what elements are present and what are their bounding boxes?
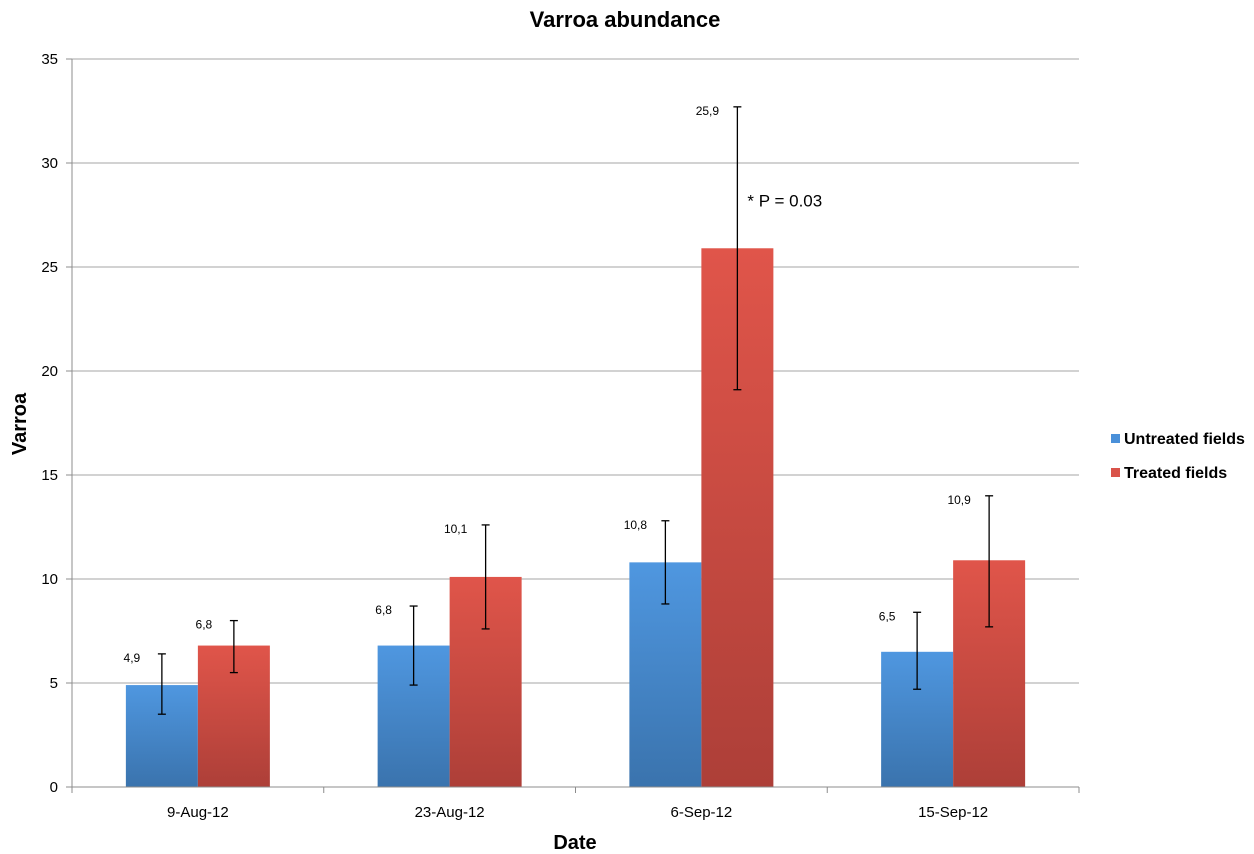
legend-label: Untreated fields: [1124, 431, 1245, 448]
error-bars: [157, 106, 994, 715]
legend-swatch-untreated-fields: [1111, 434, 1120, 443]
data-label: 6,8: [196, 618, 213, 632]
y-tick-label: 5: [50, 675, 58, 692]
bars: [125, 248, 1026, 787]
x-tick-label: 6-Sep-12: [671, 804, 733, 821]
chart-title: Varroa abundance: [530, 7, 721, 32]
gridlines: [72, 58, 1079, 684]
x-tick-label: 23-Aug-12: [415, 804, 485, 821]
data-label: 4,9: [124, 651, 141, 665]
x-tick-label: 9-Aug-12: [167, 804, 229, 821]
y-tick-label: 35: [41, 51, 58, 68]
axes: 0 5 10 15 20 25 30 35 9-Aug-12 23-Aug-12 6-Sep-12 1…: [41, 51, 1080, 821]
data-label: 10,9: [947, 493, 971, 507]
x-axis-label: Date: [553, 832, 596, 854]
y-axis-label: Varroa: [9, 392, 31, 455]
x-tick-label: 15-Sep-12: [918, 804, 988, 821]
data-label: 6,8: [375, 603, 392, 617]
data-label: 10,1: [444, 522, 468, 536]
y-tick-label: 30: [41, 155, 58, 172]
legend-swatch-treated-fields: [1111, 468, 1120, 477]
data-label: 10,8: [624, 518, 648, 532]
y-tick-label: 0: [50, 779, 58, 796]
y-tick-label: 25: [41, 259, 58, 276]
significance-annotation: * P = 0.03: [747, 192, 822, 211]
y-tick-label: 10: [41, 571, 58, 588]
data-label: 6,5: [879, 609, 896, 623]
data-labels: 4,9 6,8 10,8 6,5 6,8 10,1 25,9 10,9 * P = 0.03: [124, 104, 972, 665]
y-tick-label: 15: [41, 467, 58, 484]
legend-label: Treated fields: [1124, 465, 1227, 482]
data-label: 25,9: [696, 104, 720, 118]
y-tick-label: 20: [41, 363, 58, 380]
legend: Untreated fields Treated fields: [1111, 431, 1245, 482]
